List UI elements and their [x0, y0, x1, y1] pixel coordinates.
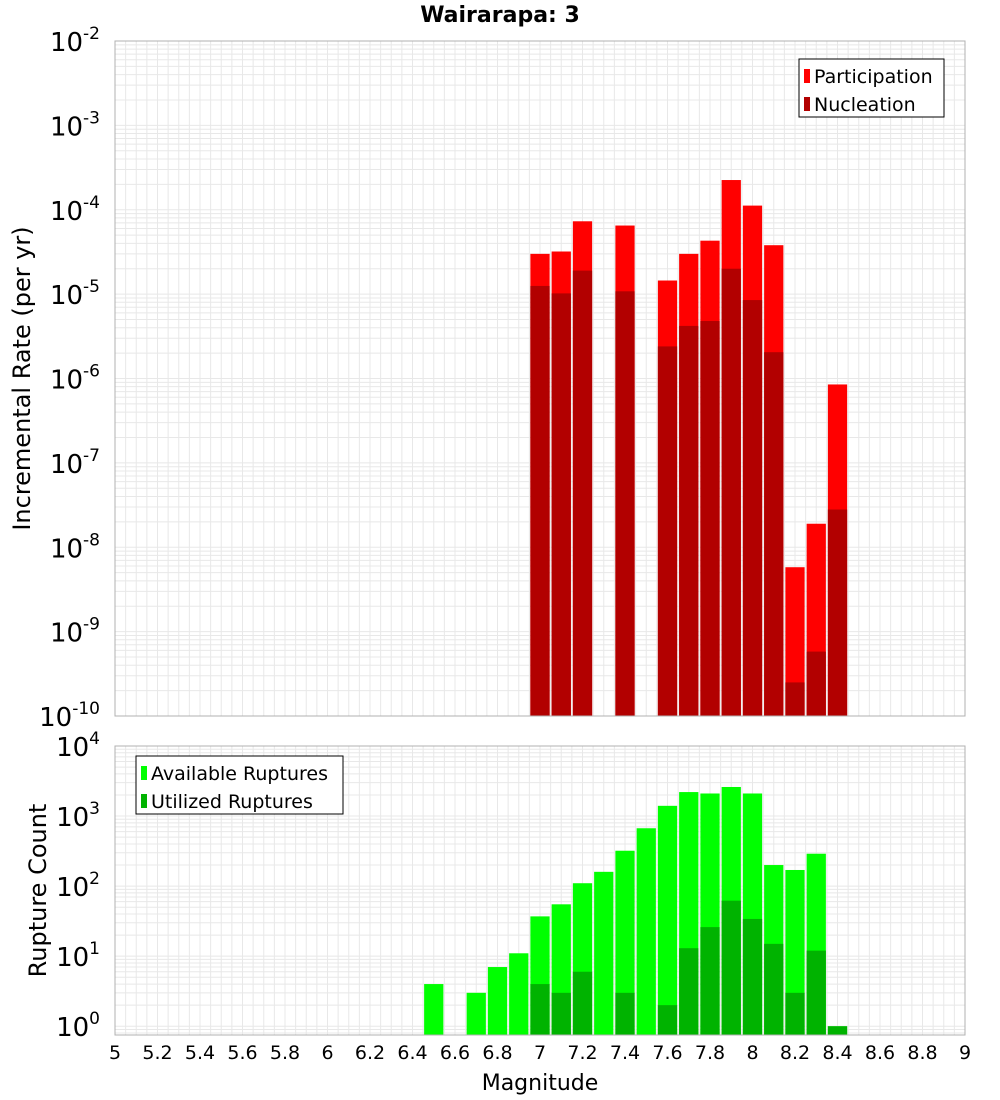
x-axis-title: Magnitude — [482, 1071, 599, 1096]
x-tick-label: 9 — [959, 1042, 971, 1064]
nucleation-bar — [615, 291, 635, 716]
nucleation-bar — [700, 321, 720, 716]
utilized-bar — [742, 918, 763, 1035]
nucleation-bar — [806, 651, 826, 716]
x-tick-label: 8.4 — [822, 1042, 852, 1064]
legend-swatch — [804, 97, 810, 111]
x-tick-label: 7.4 — [610, 1042, 640, 1064]
available-bar — [615, 850, 635, 1035]
x-tick-label: 5.2 — [142, 1042, 172, 1064]
utilized-bar — [721, 900, 741, 1035]
x-tick-label: 7 — [534, 1042, 546, 1064]
utilized-bar — [551, 992, 571, 1035]
x-tick-label: 5 — [109, 1042, 121, 1064]
legend-entry: Utilized Ruptures — [151, 791, 313, 813]
y-tick-label: 10-8 — [50, 530, 100, 564]
y-tick-label: 100 — [56, 1009, 100, 1043]
available-bar — [657, 805, 678, 1035]
legend-swatch — [804, 69, 810, 83]
legend-box — [135, 755, 344, 815]
x-tick-label: 5.6 — [227, 1042, 257, 1064]
legend-entry: Available Ruptures — [151, 763, 328, 785]
utilized-bar — [615, 992, 635, 1035]
nucleation-bar — [764, 352, 784, 716]
available-bar — [487, 967, 508, 1035]
x-tick-label: 6 — [321, 1042, 333, 1064]
utilized-bar — [679, 948, 699, 1035]
x-tick-label: 7.6 — [652, 1042, 682, 1064]
utilized-bar — [530, 984, 550, 1035]
nucleation-bar — [657, 346, 678, 716]
y-tick-label: 10-2 — [50, 24, 100, 58]
y-tick-label: 10-3 — [50, 108, 100, 142]
nucleation-bar — [551, 293, 571, 716]
nucleation-bar — [572, 270, 593, 716]
chart-title: Wairarapa: 3 — [420, 3, 580, 28]
x-tick-label: 8.8 — [907, 1042, 937, 1064]
utilized-bar — [806, 950, 826, 1035]
nucleation-bar — [721, 268, 741, 716]
y-tick-label: 104 — [56, 729, 100, 763]
y-tick-label: 10-10 — [39, 699, 100, 733]
x-tick-label: 8.6 — [865, 1042, 895, 1064]
plot-frame — [114, 40, 966, 717]
legend-entry: Participation — [814, 66, 933, 88]
x-tick-label: 6.2 — [355, 1042, 385, 1064]
x-tick-label: 8 — [746, 1042, 758, 1064]
participation-bar — [785, 567, 805, 716]
available-bar — [424, 984, 444, 1035]
utilized-bar — [700, 927, 720, 1035]
utilized-bar — [572, 971, 593, 1035]
nucleation-bar — [785, 682, 805, 716]
y-axis-title: Incremental Rate (per yr) — [8, 226, 36, 530]
plot-frame — [114, 745, 966, 1036]
legend-entry: Nucleation — [814, 94, 916, 116]
legend-swatch — [141, 766, 147, 780]
legend-swatch — [141, 794, 147, 808]
nucleation-bar — [742, 300, 763, 716]
y-tick-label: 101 — [56, 939, 100, 973]
available-bar — [466, 992, 486, 1035]
nucleation-bar — [679, 325, 699, 716]
legend-box — [798, 58, 945, 118]
x-tick-label: 5.4 — [185, 1042, 215, 1064]
y-tick-label: 103 — [56, 799, 100, 833]
y-axis-title: Rupture Count — [24, 804, 52, 978]
y-tick-label: 102 — [56, 869, 100, 903]
available-bar — [509, 953, 529, 1035]
y-tick-label: 10-6 — [50, 362, 100, 396]
y-tick-label: 10-4 — [50, 193, 100, 227]
x-tick-label: 6.6 — [440, 1042, 470, 1064]
y-tick-label: 10-9 — [50, 615, 100, 649]
utilized-bar — [785, 992, 805, 1035]
x-tick-label: 8.2 — [780, 1042, 810, 1064]
x-tick-label: 7.2 — [567, 1042, 597, 1064]
nucleation-bar — [827, 509, 848, 716]
available-bar — [594, 871, 614, 1035]
y-tick-label: 10-5 — [50, 277, 100, 311]
rate-panel: 10-10 10-9 10-8 10-7 10-6 10-5 10-4 10-3 10-2 Inc… — [8, 24, 966, 733]
y-tick-label: 10-7 — [50, 446, 100, 480]
x-tick-label: 7.8 — [695, 1042, 725, 1064]
x-tick-label: 6.8 — [482, 1042, 512, 1064]
rupture-count-panel: 100 101 102 103 104 Rupture Count Available Ru… — [24, 729, 971, 1064]
utilized-bar — [827, 1026, 848, 1035]
x-tick-label: 6.4 — [397, 1042, 427, 1064]
nucleation-bar — [530, 285, 550, 716]
utilized-bar — [657, 1005, 678, 1035]
x-tick-label: 5.8 — [270, 1042, 300, 1064]
available-bar — [636, 828, 656, 1035]
utilized-bar — [764, 943, 784, 1035]
